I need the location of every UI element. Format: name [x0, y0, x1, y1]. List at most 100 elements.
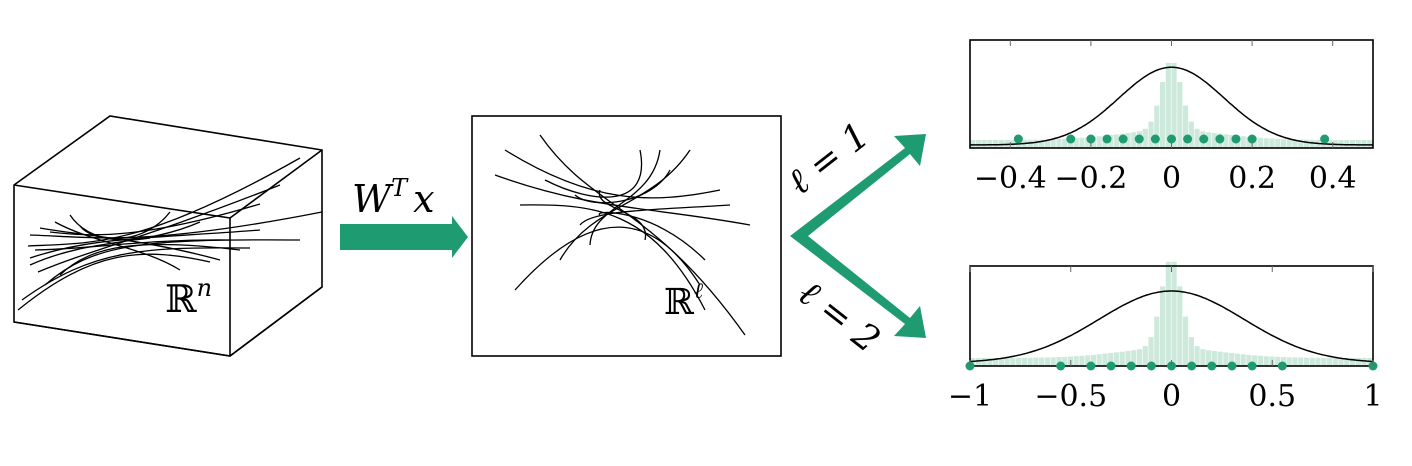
histogram-bar: [993, 357, 999, 366]
histogram-bar: [1263, 138, 1269, 148]
histogram-bar: [1096, 136, 1102, 148]
histogram-bar: [1252, 355, 1258, 366]
histogram-bar: [1062, 138, 1068, 148]
histogram-bar: [1349, 139, 1356, 148]
sample-point: [1106, 361, 1116, 371]
sample-point: [1013, 134, 1023, 144]
sample-point: [1086, 134, 1096, 144]
histogram-bar: [1079, 355, 1085, 366]
tick-label: −1: [948, 379, 992, 414]
histogram-bar: [1280, 357, 1287, 366]
tick-label: 0: [1162, 379, 1181, 414]
histogram-bar: [1056, 357, 1062, 366]
trajectory-curve: [494, 174, 751, 226]
histogram-bar: [1338, 357, 1344, 366]
sample-point: [1215, 134, 1225, 144]
branch-bottom-label: ℓ = 2: [790, 273, 887, 361]
histogram-bar: [1326, 357, 1333, 366]
histogram-bar: [1349, 357, 1356, 366]
histogram-bar: [1367, 139, 1373, 148]
density-curve: [969, 290, 1374, 363]
trajectory-curve: [574, 169, 671, 204]
histogram-bar: [1159, 286, 1166, 366]
histogram-bar: [1177, 286, 1183, 366]
histogram-bar: [1234, 353, 1240, 366]
histogram-bar: [1344, 357, 1350, 366]
histogram-bar: [1246, 354, 1252, 366]
projection-label: WT x: [352, 174, 435, 221]
tick-label: 0.4: [1309, 161, 1357, 196]
sample-point: [1207, 361, 1217, 371]
histogram-bar: [975, 357, 981, 366]
histogram-bar: [1183, 316, 1189, 366]
trajectory-curve: [27, 157, 301, 247]
histogram-bar: [1033, 357, 1039, 366]
histogram-bar: [1298, 139, 1304, 148]
histogram-bar: [1085, 355, 1091, 366]
sample-point: [1066, 134, 1076, 144]
histogram-bar: [1292, 357, 1298, 366]
histogram-bar: [1361, 139, 1367, 148]
histogram-bar: [1303, 357, 1310, 366]
sample-point: [1102, 134, 1112, 144]
trajectory-curve: [598, 189, 646, 241]
histogram-bar: [981, 357, 987, 366]
histogram-bar: [1303, 139, 1310, 148]
histogram-bar: [1275, 138, 1281, 148]
tick-label: 1: [1363, 379, 1382, 414]
sample-point: [1150, 134, 1160, 144]
histogram-bar: [1154, 105, 1160, 148]
histogram-bar: [1206, 350, 1212, 366]
cube-panel: [13, 115, 323, 357]
histogram-bar: [1079, 137, 1085, 148]
histogram-bar: [1188, 121, 1194, 148]
tick-label: 0.2: [1228, 161, 1276, 196]
sample-point: [1056, 361, 1066, 371]
trajectory-curve: [519, 204, 706, 311]
histogram-bar: [1085, 137, 1091, 148]
histogram-bar: [1050, 139, 1056, 148]
sample-point: [1320, 134, 1330, 144]
histogram-bar: [1263, 356, 1269, 366]
histogram-bar: [1280, 139, 1287, 148]
tick-label: −0.2: [1054, 161, 1127, 196]
histogram-bar: [1211, 350, 1217, 366]
histogram-bar: [1050, 357, 1056, 366]
tick-label: 0: [1162, 161, 1181, 196]
histogram-bar: [1194, 128, 1200, 148]
trajectory-curve: [54, 221, 181, 271]
histogram-bar: [1188, 337, 1194, 366]
histogram-bar: [1332, 357, 1338, 366]
histogram-bar: [987, 357, 993, 366]
histogram-bar: [1142, 346, 1148, 366]
histogram-bar: [1269, 138, 1275, 148]
projection-arrow: [340, 216, 468, 258]
histogram-bar: [1257, 137, 1264, 148]
histogram-bar: [1171, 62, 1177, 148]
histogram-bar: [1142, 128, 1148, 148]
cube-curves: [17, 157, 323, 311]
trajectory-curve: [29, 221, 201, 266]
trajectory-curve: [17, 253, 211, 311]
branch-arrows: [790, 134, 926, 338]
histogram-bar: [1183, 105, 1189, 148]
histogram-bar: [1027, 357, 1033, 366]
sample-point: [1187, 361, 1197, 371]
histogram-bar: [1194, 346, 1200, 366]
histogram-bar: [1016, 357, 1022, 366]
histogram-bar: [1096, 354, 1102, 366]
histogram-bar: [1309, 357, 1315, 366]
histogram-bar: [981, 139, 987, 148]
histogram-bar: [1125, 132, 1131, 148]
histogram-bar: [1361, 357, 1367, 366]
histogram-bar: [998, 357, 1004, 366]
sample-point: [1167, 134, 1176, 144]
histogram-bar: [1010, 357, 1016, 366]
histogram-bar: [1275, 356, 1281, 366]
histogram-bar: [1257, 355, 1264, 366]
histogram-bar: [1217, 351, 1223, 366]
histogram-bar: [1165, 62, 1171, 148]
density-curve: [969, 66, 1374, 146]
histogram-plot-l1: −0.4 −0.2 0 0.2 0.4: [969, 39, 1374, 196]
